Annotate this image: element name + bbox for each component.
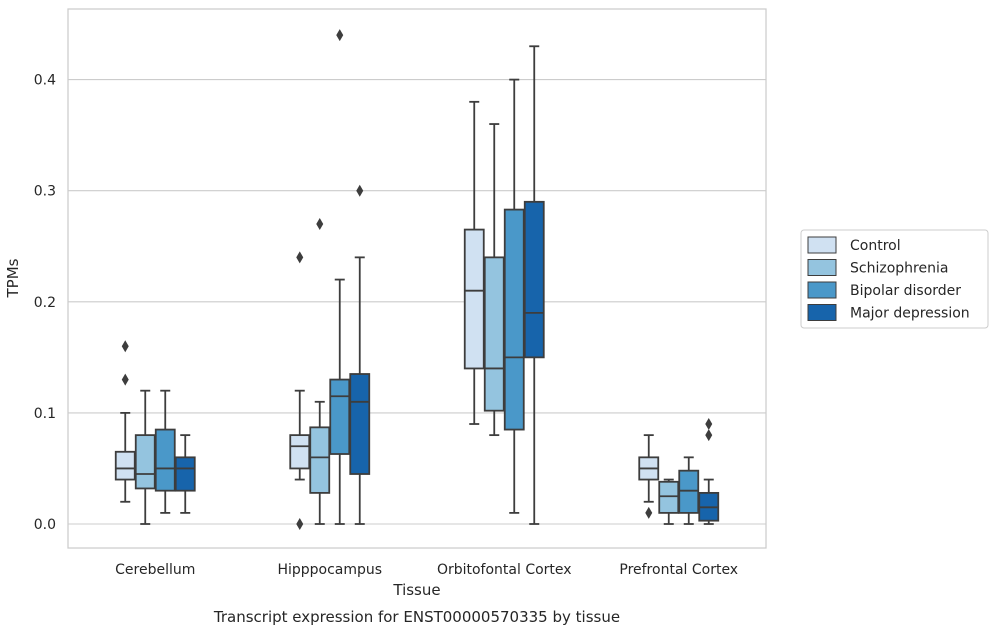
box-bipolar-disorder [503,78,525,514]
box-iqr [349,373,371,475]
outlier-point [121,340,129,353]
x-tick-label: Hipppocampus [277,562,382,578]
box-iqr [114,450,136,481]
box-bipolar-disorder [678,456,700,525]
legend-label: Bipolar disorder [850,283,961,299]
box-major-depression [349,184,371,525]
box-bipolar-disorder [154,389,176,514]
box-iqr [678,469,700,514]
box-bipolar-disorder [329,29,351,525]
y-tick-label: 0.1 [34,406,56,422]
outlier-point [645,506,653,519]
box-iqr [134,434,156,490]
box-major-depression [698,418,720,525]
box-iqr [463,228,485,370]
legend-label: Schizophrenia [850,261,948,277]
legend-swatch [807,259,837,276]
box-schizophrenia [134,389,156,525]
box-iqr [523,200,545,359]
grid-lines [68,79,766,525]
plot-area-frame [67,8,767,549]
x-tick-label: Orbitofontal Cortex [437,562,572,578]
y-tick-label: 0.2 [34,295,56,311]
legend-frame [800,229,989,329]
legend-label: Control [850,238,901,254]
outlier-point [296,518,304,530]
legend-label: Major depression [850,306,970,322]
outlier-point [121,373,129,386]
outlier-point [316,218,324,231]
y-tick-label: 0.0 [34,517,56,533]
box-iqr [483,256,505,412]
outlier-point [356,184,364,197]
legend-swatch [807,281,837,299]
box-schizophrenia [483,123,505,437]
box-iqr [309,426,331,494]
outlier-point [296,251,304,264]
box-groups [114,29,720,530]
outlier-point [705,429,713,442]
box-schizophrenia [658,478,680,525]
outlier-point [705,418,713,431]
box-major-depression [174,434,196,514]
x-tick-label: Cerebellum [115,562,195,578]
box-schizophrenia [309,218,331,525]
box-iqr [289,434,311,470]
chart-caption: Transcript expression for ENST0000057033… [213,608,620,626]
x-axis-label: Tissue [392,581,440,599]
y-tick-labels: 0.0 0.1 0.2 0.3 0.4 [34,73,56,533]
box-major-depression [523,45,545,525]
y-axis-label: TPMs [4,258,22,298]
legend-swatch [807,304,837,321]
box-control [114,340,136,503]
box-iqr [658,480,680,514]
box-control [463,100,485,425]
y-tick-label: 0.3 [34,184,56,200]
outlier-point [336,29,344,42]
box-iqr [503,208,525,431]
legend: Control Schizophrenia Bipolar disorder Majo… [800,229,989,329]
x-tick-label: Prefrontal Cortex [619,562,738,578]
box-control [638,434,660,519]
legend-swatch [807,236,837,254]
box-iqr [154,428,176,492]
x-tick-labels: Cerebellum Hipppocampus Orbitofontal Corte… [115,562,738,578]
box-iqr [329,378,351,455]
y-tick-label: 0.4 [34,73,56,89]
box-iqr [174,456,196,492]
box-control [289,251,311,530]
